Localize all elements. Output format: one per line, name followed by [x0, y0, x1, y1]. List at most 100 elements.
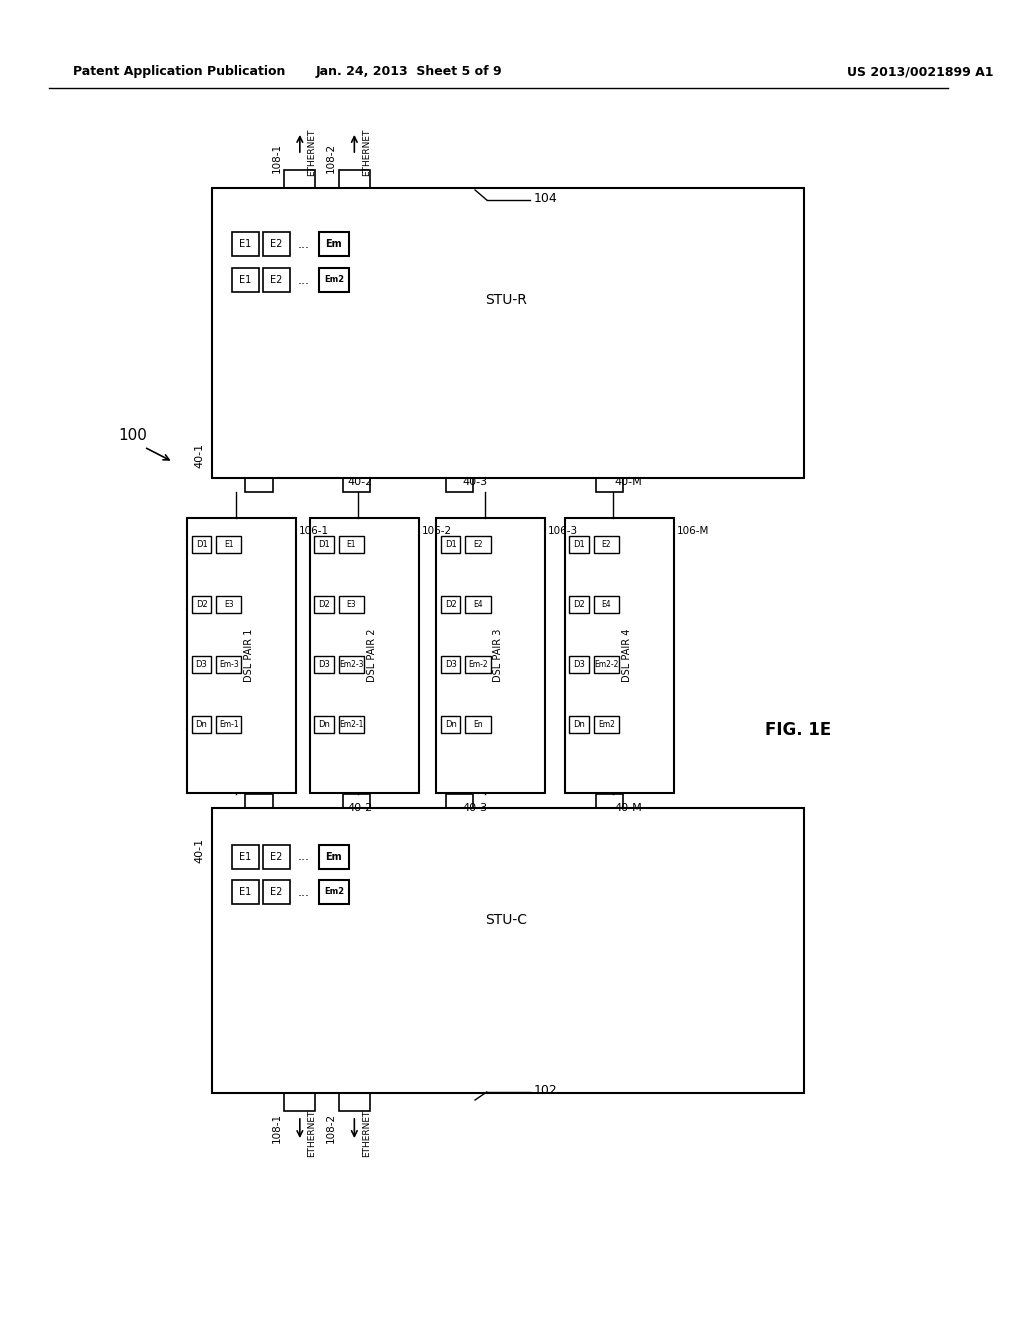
Text: E1: E1: [224, 540, 233, 549]
Text: 40-3: 40-3: [463, 477, 487, 487]
Text: Dn: Dn: [444, 719, 457, 729]
Text: E3: E3: [224, 601, 233, 609]
Bar: [594, 597, 620, 612]
Bar: [246, 795, 272, 808]
Bar: [339, 536, 365, 553]
Bar: [263, 232, 290, 256]
Text: ETHERNET: ETHERNET: [362, 128, 371, 176]
Bar: [285, 170, 315, 187]
Text: Dn: Dn: [318, 719, 330, 729]
Bar: [441, 715, 461, 733]
Bar: [191, 597, 211, 612]
Text: Em: Em: [326, 851, 342, 862]
Bar: [339, 656, 365, 673]
Text: E4: E4: [473, 601, 482, 609]
Text: D2: D2: [444, 601, 457, 609]
Text: ...: ...: [298, 238, 309, 251]
Bar: [441, 536, 461, 553]
Text: Dn: Dn: [196, 719, 208, 729]
Bar: [263, 880, 290, 904]
Text: 104: 104: [534, 191, 557, 205]
Bar: [216, 715, 242, 733]
Text: E1: E1: [240, 239, 252, 249]
Text: ...: ...: [298, 850, 309, 863]
Bar: [445, 478, 473, 492]
Text: En: En: [473, 719, 482, 729]
Text: ...: ...: [298, 273, 309, 286]
Text: 40-M: 40-M: [614, 477, 642, 487]
Text: Em2: Em2: [324, 887, 344, 896]
Text: 106-1: 106-1: [299, 525, 329, 536]
Bar: [445, 795, 473, 808]
Text: Em-3: Em-3: [219, 660, 239, 669]
Bar: [263, 845, 290, 869]
Text: 40-1: 40-1: [195, 442, 205, 467]
Text: Dn: Dn: [573, 719, 585, 729]
Bar: [596, 795, 623, 808]
Text: E1: E1: [240, 851, 252, 862]
Bar: [314, 656, 334, 673]
Text: 108-1: 108-1: [271, 143, 282, 173]
Text: Em2-3: Em2-3: [339, 660, 364, 669]
Text: ...: ...: [298, 886, 309, 899]
Text: FIG. 1E: FIG. 1E: [765, 721, 831, 739]
Text: 108-2: 108-2: [326, 143, 336, 173]
Text: D2: D2: [573, 601, 585, 609]
Bar: [191, 715, 211, 733]
Text: E2: E2: [270, 851, 283, 862]
Bar: [594, 715, 620, 733]
Bar: [319, 845, 348, 869]
Text: 108-1: 108-1: [271, 1113, 282, 1143]
Bar: [343, 478, 370, 492]
Bar: [339, 170, 370, 187]
Text: 40-2: 40-2: [347, 477, 373, 487]
Text: Em-2: Em-2: [468, 660, 487, 669]
Bar: [465, 597, 490, 612]
Text: D3: D3: [318, 660, 330, 669]
Text: ETHERNET: ETHERNET: [307, 128, 316, 176]
Text: Jan. 24, 2013  Sheet 5 of 9: Jan. 24, 2013 Sheet 5 of 9: [315, 66, 502, 78]
Text: E1: E1: [347, 540, 356, 549]
Bar: [216, 597, 242, 612]
Text: E1: E1: [240, 275, 252, 285]
Bar: [441, 597, 461, 612]
Bar: [319, 232, 348, 256]
Bar: [569, 536, 589, 553]
Text: D2: D2: [196, 601, 208, 609]
Text: 40-2: 40-2: [347, 803, 373, 813]
Bar: [339, 715, 365, 733]
Bar: [343, 795, 370, 808]
Bar: [594, 656, 620, 673]
Bar: [339, 1093, 370, 1111]
Text: DSL PAIR 4: DSL PAIR 4: [622, 628, 632, 682]
Bar: [465, 536, 490, 553]
Bar: [569, 597, 589, 612]
Text: D3: D3: [573, 660, 585, 669]
Text: E3: E3: [346, 601, 356, 609]
Text: D3: D3: [196, 660, 208, 669]
Bar: [596, 478, 623, 492]
Text: 106-2: 106-2: [422, 525, 452, 536]
Text: D2: D2: [318, 601, 330, 609]
Bar: [231, 232, 259, 256]
Bar: [319, 268, 348, 292]
Bar: [231, 845, 259, 869]
Text: STU-C: STU-C: [485, 913, 527, 927]
Bar: [212, 187, 804, 478]
Bar: [191, 536, 211, 553]
Bar: [569, 656, 589, 673]
Text: Patent Application Publication: Patent Application Publication: [73, 66, 286, 78]
Bar: [231, 880, 259, 904]
Text: Em2-1: Em2-1: [339, 719, 364, 729]
Bar: [285, 1093, 315, 1111]
Text: E2: E2: [270, 239, 283, 249]
Text: DSL PAIR 1: DSL PAIR 1: [244, 628, 254, 682]
Bar: [246, 478, 272, 492]
Bar: [231, 268, 259, 292]
Text: 40-3: 40-3: [463, 803, 487, 813]
Bar: [263, 268, 290, 292]
Text: 106-3: 106-3: [548, 525, 579, 536]
Text: Em2-2: Em2-2: [594, 660, 618, 669]
Bar: [314, 597, 334, 612]
Bar: [465, 715, 490, 733]
